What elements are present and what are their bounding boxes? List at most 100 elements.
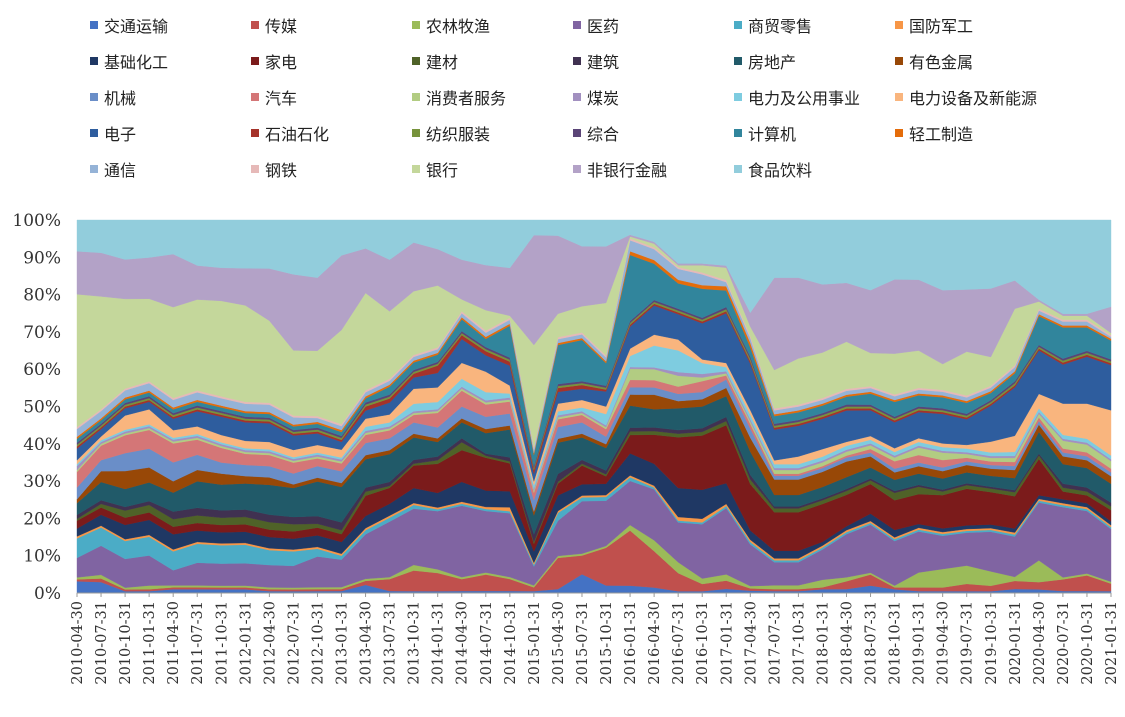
legend-swatch bbox=[895, 57, 903, 65]
legend-item: 建材 bbox=[412, 50, 458, 72]
y-tick-label: 70% bbox=[23, 323, 61, 343]
legend-swatch bbox=[251, 129, 259, 137]
x-tick-label: 2011-10-31 bbox=[214, 601, 230, 685]
legend-item: 电力及公用事业 bbox=[734, 86, 860, 108]
legend-swatch bbox=[251, 21, 259, 29]
legend-item: 国防军工 bbox=[895, 14, 973, 36]
x-tick-label: 2017-10-31 bbox=[791, 601, 807, 685]
x-tick-label: 2015-04-30 bbox=[551, 601, 567, 685]
legend-item: 银行 bbox=[412, 158, 458, 180]
legend-swatch bbox=[251, 93, 259, 101]
legend-swatch bbox=[895, 21, 903, 29]
legend-item: 建筑 bbox=[573, 50, 619, 72]
y-tick-label: 60% bbox=[23, 360, 61, 380]
legend-item: 电力设备及新能源 bbox=[895, 86, 1037, 108]
x-tick-label: 2015-01-31 bbox=[527, 601, 543, 685]
legend-swatch bbox=[251, 165, 259, 173]
x-tick-label: 2013-07-31 bbox=[383, 601, 399, 685]
legend-label: 钢铁 bbox=[265, 161, 298, 180]
x-tick-label: 2010-10-31 bbox=[118, 601, 134, 685]
y-tick-label: 30% bbox=[23, 472, 61, 492]
legend-swatch bbox=[895, 129, 903, 137]
x-tick-label: 2016-10-31 bbox=[695, 601, 711, 685]
x-tick-label: 2011-04-30 bbox=[166, 601, 182, 685]
legend-swatch bbox=[412, 93, 420, 101]
legend-label: 银行 bbox=[426, 161, 459, 180]
x-tick-label: 2019-04-30 bbox=[936, 601, 952, 685]
x-tick-label: 2020-01-31 bbox=[1008, 601, 1024, 685]
legend-item: 综合 bbox=[573, 122, 619, 144]
legend-swatch bbox=[90, 129, 98, 137]
x-tick-label: 2017-04-30 bbox=[743, 601, 759, 685]
legend-item: 房地产 bbox=[734, 50, 796, 72]
legend-item: 通信 bbox=[90, 158, 136, 180]
x-tick-label: 2019-10-31 bbox=[984, 601, 1000, 685]
legend-label: 建材 bbox=[426, 53, 459, 72]
legend-item: 商贸零售 bbox=[734, 14, 812, 36]
legend-item: 有色金属 bbox=[895, 50, 973, 72]
x-tick-label: 2010-04-30 bbox=[70, 601, 86, 685]
legend-swatch bbox=[734, 129, 742, 137]
x-tick-label: 2012-01-31 bbox=[238, 601, 254, 685]
legend-label: 农林牧渔 bbox=[426, 17, 491, 36]
legend-label: 石油石化 bbox=[265, 125, 330, 144]
legend-swatch bbox=[573, 129, 581, 137]
legend-swatch bbox=[251, 57, 259, 65]
x-tick-label: 2014-07-31 bbox=[479, 601, 495, 685]
x-tick-label: 2012-04-30 bbox=[262, 601, 278, 685]
y-tick-label: 100% bbox=[12, 211, 61, 231]
x-tick-label: 2021-01-31 bbox=[1104, 601, 1120, 685]
x-tick-label: 2010-07-31 bbox=[94, 601, 110, 685]
x-tick-label: 2018-04-30 bbox=[839, 601, 855, 685]
y-tick-label: 20% bbox=[23, 509, 61, 529]
legend-label: 煤炭 bbox=[587, 89, 620, 108]
x-tick-label: 2017-01-31 bbox=[719, 601, 735, 685]
x-tick-label: 2013-01-31 bbox=[335, 601, 351, 685]
x-tick-label: 2011-01-31 bbox=[142, 601, 158, 685]
legend-swatch bbox=[412, 165, 420, 173]
x-tick-label: 2014-01-31 bbox=[431, 601, 447, 685]
legend-swatch bbox=[734, 93, 742, 101]
legend-label: 电力设备及新能源 bbox=[909, 89, 1038, 108]
legend-label: 建筑 bbox=[587, 53, 620, 72]
legend-item: 家电 bbox=[251, 50, 297, 72]
legend-label: 房地产 bbox=[748, 53, 797, 72]
x-tick-label: 2016-04-30 bbox=[647, 601, 663, 685]
legend-swatch bbox=[734, 165, 742, 173]
legend-swatch bbox=[412, 21, 420, 29]
legend-label: 交通运输 bbox=[104, 17, 169, 36]
legend-label: 汽车 bbox=[265, 89, 298, 108]
legend-swatch bbox=[573, 165, 581, 173]
x-tick-label: 2013-10-31 bbox=[407, 601, 423, 685]
legend-item: 农林牧渔 bbox=[412, 14, 490, 36]
legend-item: 机械 bbox=[90, 86, 136, 108]
x-tick-label: 2020-07-31 bbox=[1056, 601, 1072, 685]
x-tick-label: 2016-07-31 bbox=[671, 601, 687, 685]
legend-label: 计算机 bbox=[748, 125, 797, 144]
legend-swatch bbox=[90, 93, 98, 101]
x-tick-label: 2020-04-30 bbox=[1032, 601, 1048, 685]
x-tick-label: 2020-10-31 bbox=[1080, 601, 1096, 685]
legend-item: 计算机 bbox=[734, 122, 796, 144]
y-tick-label: 10% bbox=[23, 547, 61, 567]
legend-swatch bbox=[412, 57, 420, 65]
chart-legend: 交通运输 传媒 农林牧渔 医药 商贸零售 国防军工 基础化工 家电 建材 建筑 房地产 有色金属 机械 汽… bbox=[90, 14, 1090, 194]
legend-item: 煤炭 bbox=[573, 86, 619, 108]
x-tick-label: 2019-01-31 bbox=[912, 601, 928, 685]
x-tick-label: 2016-01-31 bbox=[623, 601, 639, 685]
legend-label: 家电 bbox=[265, 53, 298, 72]
x-tick-label: 2015-10-31 bbox=[599, 601, 615, 685]
x-tick-label: 2013-04-30 bbox=[359, 601, 375, 685]
legend-label: 传媒 bbox=[265, 17, 298, 36]
legend-swatch bbox=[90, 21, 98, 29]
legend-label: 有色金属 bbox=[909, 53, 974, 72]
legend-item: 传媒 bbox=[251, 14, 297, 36]
y-tick-label: 0% bbox=[34, 584, 61, 604]
legend-swatch bbox=[90, 57, 98, 65]
legend-label: 消费者服务 bbox=[426, 89, 507, 108]
stacked-area-chart: 0% 10% 20% 30% 40% 50% 60% 70% 80% 90% 100% 2010-04… bbox=[12, 211, 1120, 685]
legend-item: 轻工制造 bbox=[895, 122, 973, 144]
x-tick-label: 2015-07-31 bbox=[575, 601, 591, 685]
legend-swatch bbox=[734, 57, 742, 65]
legend-label: 商贸零售 bbox=[748, 17, 813, 36]
